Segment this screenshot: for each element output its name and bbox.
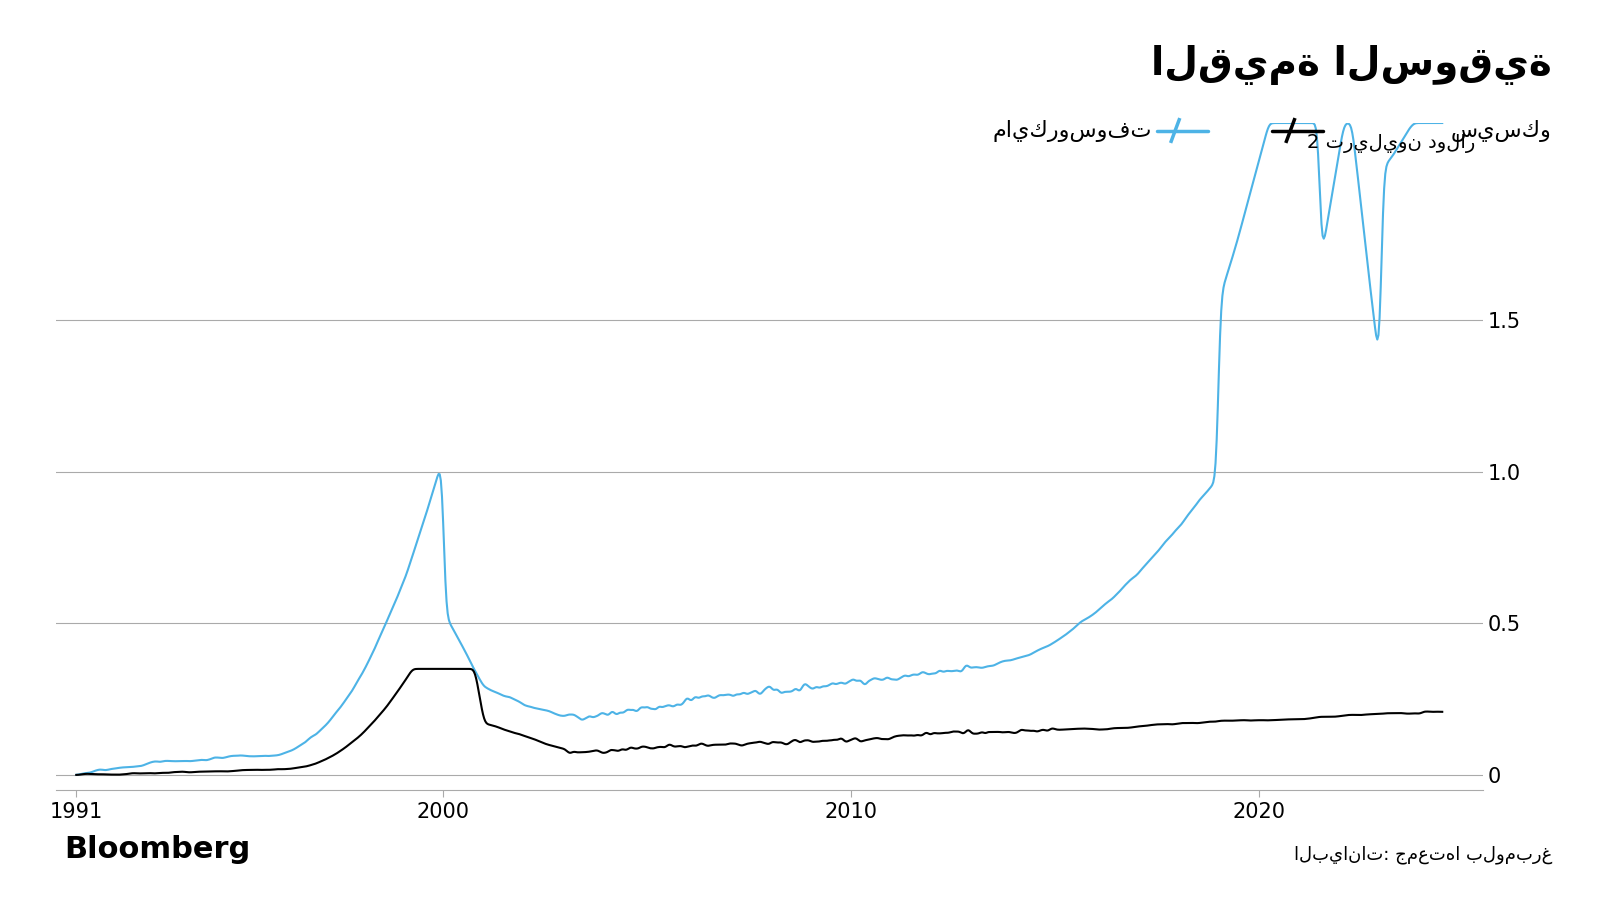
Text: القيمة السوقية: القيمة السوقية [1150,45,1552,85]
Text: 2 تريليون دولار: 2 تريليون دولار [1307,134,1475,153]
Text: البيانات: جمعتها بلومبرغ: البيانات: جمعتها بلومبرغ [1294,845,1552,864]
Text: مايكروسوفت: مايكروسوفت [992,120,1152,141]
Text: Bloomberg: Bloomberg [64,835,250,864]
Text: سيسكو: سيسكو [1451,120,1552,141]
